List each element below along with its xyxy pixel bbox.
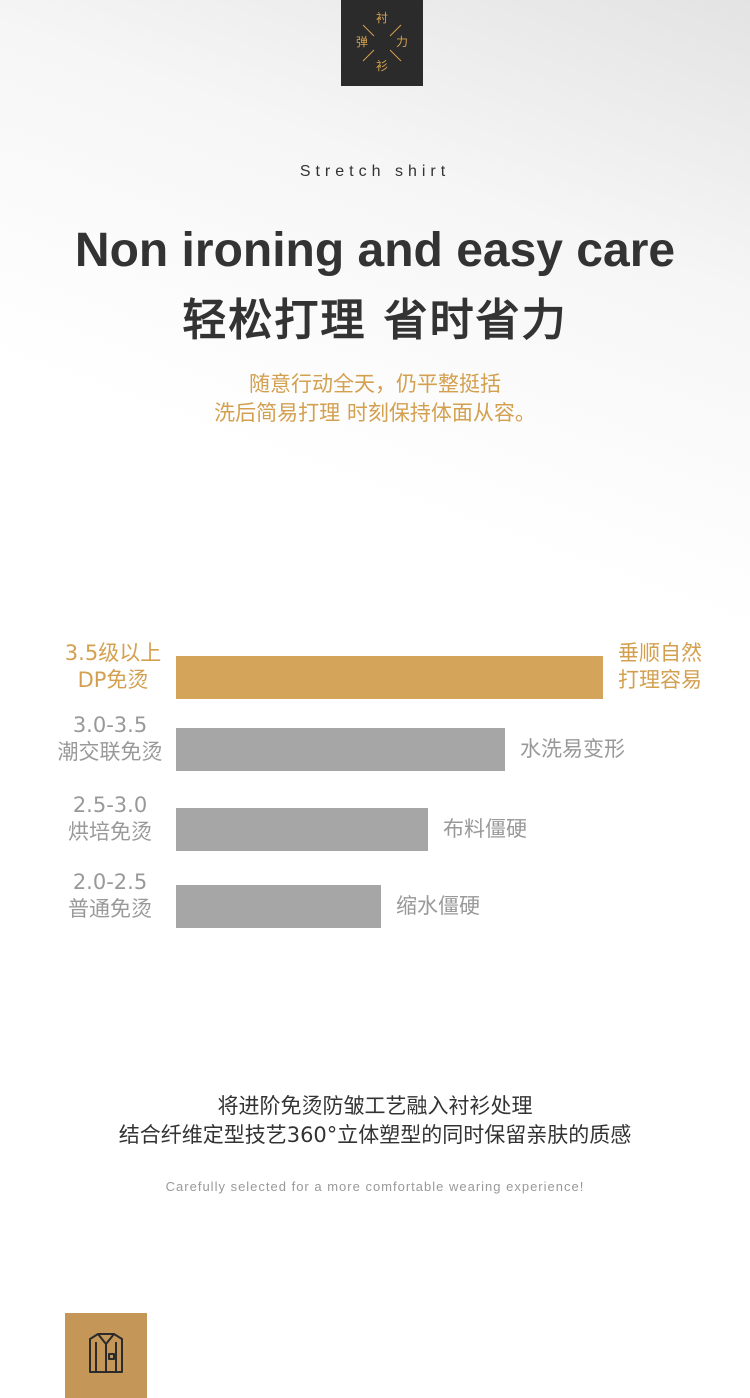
chart-category-line: DP免烫: [77, 668, 149, 692]
intro-text: 随意行动全天，仍平整挺括 洗后简易打理 时刻保持体面从容。: [0, 370, 750, 428]
chart-row: 3.5级以上 DP免烫 垂顺自然打理容易: [0, 640, 750, 710]
logo-char-bottom: 衫: [376, 59, 389, 73]
body-line: 将进阶免烫防皱工艺融入衬衫处理: [217, 1094, 533, 1118]
intro-line: 随意行动全天，仍平整挺括: [249, 372, 501, 396]
chart-annotation-line: 缩水僵硬: [396, 894, 480, 918]
chart-category-line: 3.0-3.5: [72, 713, 148, 737]
chart-annotation: 布料僵硬: [443, 816, 527, 843]
chart-annotation: 垂顺自然 打理容易: [618, 640, 702, 694]
intro-line: 洗后简易打理 时刻保持体面从容。: [214, 401, 536, 425]
body-line: 结合纤维定型技艺360°立体塑型的同时保留亲肤的质感: [118, 1123, 632, 1147]
subtitle-en: Stretch shirt: [299, 163, 451, 180]
chart-category-label: 3.0-3.5 潮交联免烫: [35, 712, 185, 766]
chart-annotation-line: 布料僵硬: [443, 817, 527, 841]
chart-row: 3.0-3.5 潮交联免烫 水洗易变形: [0, 712, 750, 782]
chart-category-line: 普通免烫: [68, 897, 152, 921]
chart-bar: [176, 656, 603, 699]
chart-row: 2.0-2.5 普通免烫 缩水僵硬: [0, 869, 750, 939]
chart-annotation-line: 垂顺自然: [618, 641, 702, 665]
chart-bar: [176, 885, 381, 928]
chart-category-label: 2.0-2.5 普通免烫: [35, 869, 185, 923]
headline-en: Non ironing and easy care: [74, 224, 676, 277]
chart-category-line: 潮交联免烫: [57, 740, 163, 764]
logo-char-left: 弹: [356, 35, 369, 49]
chart-category-label: 3.5级以上 DP免烫: [38, 640, 188, 694]
chart-annotation-line: 水洗易变形: [520, 737, 625, 761]
shirt-icon: [89, 1333, 123, 1373]
chart-row: 2.5-3.0 烘培免烫 布料僵硬: [0, 792, 750, 862]
brand-logo: 衬 弹 力 衫: [341, 0, 423, 86]
chart-annotation: 缩水僵硬: [396, 893, 480, 920]
logo-cross-lines: [362, 24, 402, 62]
chart-category-line: 烘培免烫: [68, 820, 152, 844]
grade-bar-chart: 3.5级以上 DP免烫 垂顺自然打理容易 3.0-3.5 潮交联免烫 水洗易变形 2.5-3…: [0, 640, 750, 960]
chart-category-line: 2.0-2.5: [72, 870, 148, 894]
tagline: Carefully selected for a more comfortabl…: [165, 1179, 585, 1194]
chart-category-line: 3.5级以上: [64, 641, 162, 665]
headline-cn: 轻松打理 省时省力: [182, 295, 568, 346]
chart-annotation: 水洗易变形: [520, 736, 625, 763]
chart-category-label: 2.5-3.0 烘培免烫: [35, 792, 185, 846]
chart-bar: [176, 728, 505, 771]
chart-annotation-line: 打理容易: [618, 668, 702, 692]
chart-bar: [176, 808, 428, 851]
body-text: 将进阶免烫防皱工艺融入衬衫处理 结合纤维定型技艺360°立体塑型的同时保留亲肤的…: [0, 1092, 750, 1150]
logo-char-right: 力: [396, 35, 409, 49]
shirt-badge: [65, 1313, 147, 1398]
logo-char-top: 衬: [376, 11, 389, 25]
chart-category-line: 2.5-3.0: [72, 793, 148, 817]
